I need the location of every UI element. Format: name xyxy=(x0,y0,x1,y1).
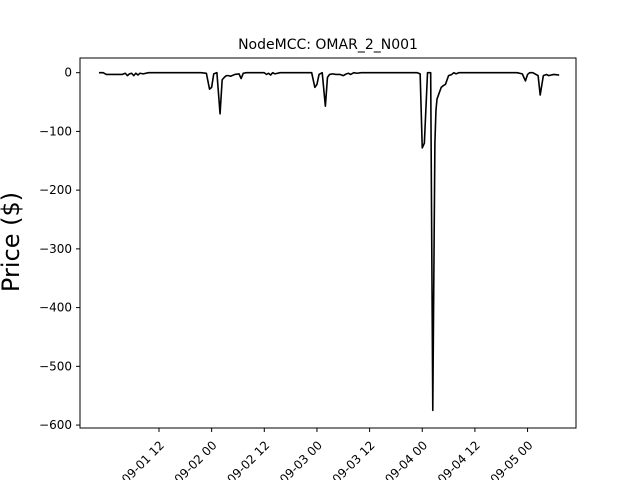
x-tick-label: 09-02 00 xyxy=(172,438,220,480)
plot-area-frame xyxy=(79,57,577,429)
x-tick-label: 09-02 12 xyxy=(224,438,272,480)
chart-title: NodeMCC: OMAR_2_N001 xyxy=(238,37,418,53)
x-tick-label: 09-04 00 xyxy=(382,438,430,480)
y-tick-label: −600 xyxy=(39,418,72,432)
y-tick-label: −500 xyxy=(39,359,72,373)
y-tick-label: −100 xyxy=(39,124,72,138)
x-tick-label: 09-04 12 xyxy=(435,438,483,480)
x-tick-label: 09-05 00 xyxy=(488,438,536,480)
y-tick-label: 0 xyxy=(64,66,72,80)
x-tick-label: 09-03 00 xyxy=(277,438,325,480)
y-tick-label: −400 xyxy=(39,301,72,315)
y-axis-ticks: 0 −100 −200 −300 −400 −500 −600 xyxy=(39,66,80,432)
y-tick-label: −300 xyxy=(39,242,72,256)
x-tick-label: 09-03 12 xyxy=(330,438,378,480)
price-series-line xyxy=(98,71,560,412)
y-axis-label: Price ($) xyxy=(0,192,25,292)
x-tick-label: 09-01 12 xyxy=(119,438,167,480)
x-axis-ticks: 09-01 12 09-02 00 09-02 12 09-03 00 09-03 12… xyxy=(119,428,536,480)
y-tick-label: −200 xyxy=(39,183,72,197)
